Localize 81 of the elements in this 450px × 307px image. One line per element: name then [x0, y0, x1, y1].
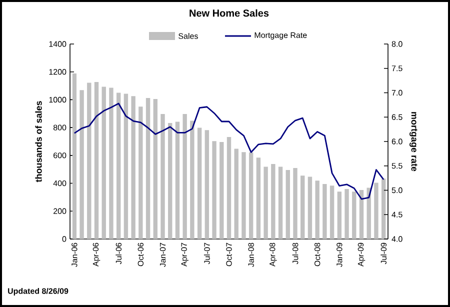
bar — [168, 122, 172, 239]
y2-tick-label: 6.0 — [392, 138, 402, 144]
y2-tick-label: 4.0 — [392, 236, 402, 242]
x-tick-label: Jul-07 — [204, 242, 210, 264]
bar — [374, 182, 378, 239]
bar — [271, 164, 276, 239]
bar — [359, 190, 364, 239]
x-tick-label: Jul-08 — [292, 242, 298, 264]
bar — [248, 152, 254, 239]
bar — [256, 158, 261, 239]
x-tick-label: Jan-06 — [72, 242, 78, 267]
bar — [138, 106, 143, 239]
bar — [124, 94, 128, 239]
bar — [212, 141, 216, 239]
x-tick-label: Jul-06 — [116, 242, 122, 264]
bar — [116, 92, 121, 239]
bar — [278, 166, 283, 239]
bar — [322, 184, 327, 239]
line-series — [74, 102, 384, 200]
y2-tick-label: 8.0 — [392, 41, 402, 47]
y-axis-title: thousands of sales — [35, 101, 42, 182]
x-tick-label: Jan-07 — [160, 242, 166, 267]
bar — [175, 122, 180, 239]
bar — [242, 152, 246, 239]
bar — [308, 176, 312, 239]
x-tick-label: Jan-09 — [336, 242, 342, 267]
x-tick-label: Oct-07 — [226, 242, 232, 266]
legend-label: Sales — [178, 33, 198, 39]
bar — [286, 170, 290, 239]
bar — [146, 98, 150, 239]
bar — [226, 137, 232, 239]
y2-axis-title: mortgage rate — [410, 112, 418, 172]
y-tick-label: 600 — [54, 152, 66, 158]
bar — [153, 99, 158, 239]
bar — [80, 90, 84, 239]
bar — [220, 142, 224, 239]
text: Updated 8/26/09 — [8, 288, 68, 296]
chart-title: New Home Sales — [190, 9, 269, 17]
bar — [315, 180, 320, 239]
x-tick-label: Jul-09 — [380, 242, 387, 264]
y2-tick-label: 7.5 — [392, 66, 402, 72]
y2-tick-label: 4.5 — [392, 212, 402, 218]
x-tick-label: Apr-07 — [181, 242, 188, 267]
x-tick-label: Apr-06 — [92, 242, 100, 267]
bar — [344, 188, 349, 239]
bar — [381, 178, 386, 239]
bar — [109, 88, 114, 239]
bar — [87, 82, 92, 239]
bar — [131, 96, 136, 239]
x-tick-label: Oct-06 — [138, 242, 144, 266]
x-tick-label: Apr-09 — [358, 242, 366, 267]
x-tick-label: Oct-08 — [314, 242, 320, 266]
y-tick-label: 1000 — [49, 96, 66, 103]
bar — [264, 166, 268, 239]
bar — [330, 186, 334, 239]
bar — [102, 86, 106, 239]
bar — [190, 120, 194, 239]
x-tick-label: Jan-08 — [248, 242, 254, 267]
y-tick-label: 200 — [54, 208, 66, 214]
bar — [160, 114, 165, 239]
y2-tick-label: 5.0 — [392, 187, 402, 194]
x-tick-label: Apr-08 — [270, 242, 277, 267]
legend-label: Mortgage Rate — [254, 32, 307, 40]
bar — [72, 73, 77, 239]
y2-tick-label: 7.0 — [392, 90, 402, 96]
bar — [300, 176, 305, 239]
y-tick-label: 1400 — [49, 41, 66, 47]
y-tick-label: 1200 — [49, 69, 66, 75]
y2-tick-label: 6.5 — [392, 114, 402, 120]
bar — [197, 128, 202, 239]
bar — [94, 82, 99, 239]
bar — [182, 114, 187, 239]
y-tick-label: 0 — [62, 236, 66, 242]
y-tick-label: 400 — [53, 180, 66, 186]
y2-tick-label: 5.5 — [392, 163, 402, 169]
y-tick-label: 800 — [53, 124, 66, 130]
bar — [234, 148, 238, 239]
bar — [352, 192, 356, 239]
bar — [337, 192, 342, 239]
bar — [204, 130, 210, 239]
bar — [293, 168, 298, 239]
